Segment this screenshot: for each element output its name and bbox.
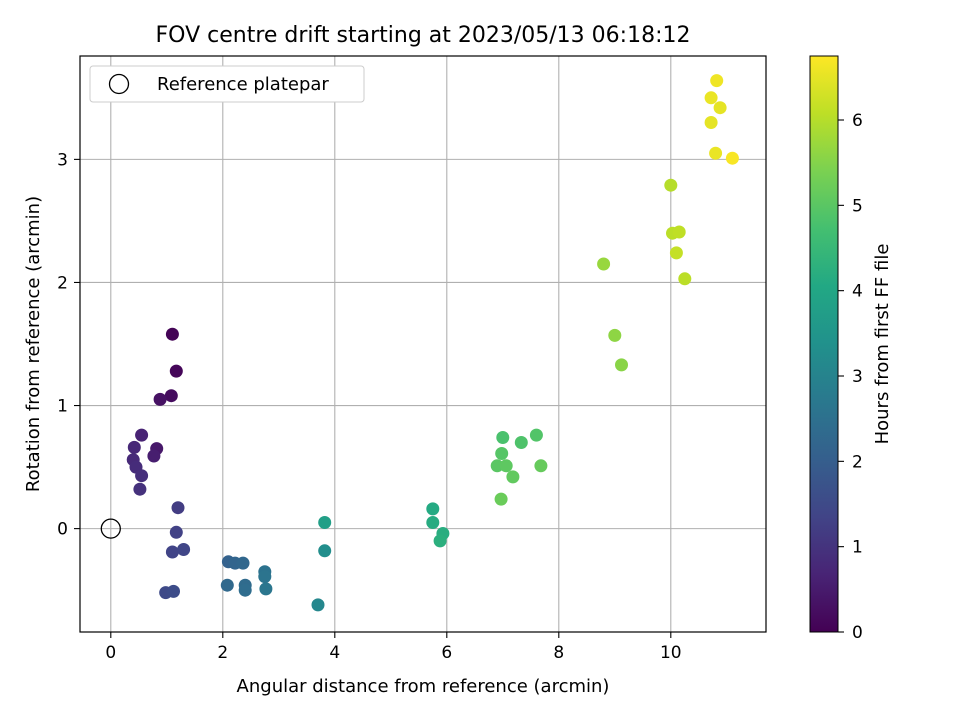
data-points bbox=[126, 74, 739, 612]
data-point bbox=[678, 272, 692, 286]
colorbar: 0 1 2 3 4 5 6 Hours from first FF file bbox=[809, 55, 893, 643]
x-axis-ticks: 0 2 4 6 8 10 bbox=[105, 632, 682, 663]
data-point bbox=[529, 428, 543, 442]
data-point bbox=[597, 257, 611, 271]
y-tick-label: 0 bbox=[57, 520, 68, 540]
data-point bbox=[725, 151, 739, 165]
data-point bbox=[433, 534, 447, 548]
colorbar-tick-label: 5 bbox=[852, 196, 863, 216]
data-point bbox=[259, 582, 273, 596]
data-point bbox=[169, 364, 183, 378]
data-point bbox=[534, 459, 548, 473]
x-tick-label: 10 bbox=[660, 643, 682, 663]
data-point bbox=[220, 578, 234, 592]
colorbar-ticks: 0 1 2 3 4 5 6 bbox=[838, 111, 863, 643]
colorbar-tick-label: 1 bbox=[852, 538, 863, 558]
data-point bbox=[169, 525, 183, 539]
data-point bbox=[133, 482, 147, 496]
x-tick-label: 4 bbox=[329, 643, 340, 663]
grid-lines bbox=[80, 56, 766, 632]
data-point bbox=[426, 516, 440, 529]
data-point bbox=[615, 358, 628, 372]
legend-box bbox=[89, 65, 365, 103]
y-axis-ticks: 0 1 2 3 bbox=[57, 150, 80, 540]
colorbar-tick-label: 0 bbox=[852, 623, 863, 643]
x-axis-label: Angular distance from reference (arcmin) bbox=[237, 676, 610, 697]
colorbar-tick-label: 6 bbox=[852, 111, 863, 131]
data-point bbox=[704, 91, 718, 105]
legend: Reference platepar bbox=[89, 65, 365, 103]
data-point bbox=[311, 598, 325, 612]
colorbar-gradient bbox=[809, 55, 839, 633]
data-point bbox=[167, 584, 180, 598]
colorbar-label: Hours from first FF file bbox=[872, 244, 893, 445]
x-tick-label: 0 bbox=[105, 643, 116, 663]
data-point bbox=[514, 436, 528, 449]
y-tick-label: 2 bbox=[57, 273, 68, 293]
legend-label: Reference platepar bbox=[157, 74, 329, 95]
legend-marker bbox=[108, 73, 130, 95]
data-point bbox=[127, 440, 141, 454]
data-point bbox=[496, 431, 510, 444]
data-point bbox=[709, 146, 723, 160]
data-point bbox=[236, 556, 250, 570]
y-tick-label: 1 bbox=[57, 397, 68, 417]
data-point bbox=[664, 178, 678, 192]
reference-platepar-marker bbox=[100, 518, 121, 539]
data-point bbox=[608, 328, 622, 342]
data-point bbox=[318, 544, 332, 558]
x-tick-label: 8 bbox=[553, 643, 564, 663]
x-tick-label: 6 bbox=[441, 643, 452, 663]
data-point bbox=[710, 74, 724, 88]
data-point bbox=[153, 392, 167, 406]
data-point bbox=[499, 459, 513, 473]
data-point bbox=[494, 492, 508, 506]
data-point bbox=[318, 516, 332, 529]
data-point bbox=[258, 570, 272, 584]
data-point bbox=[238, 583, 252, 597]
data-point bbox=[171, 501, 185, 515]
plot-frame bbox=[79, 55, 767, 633]
data-point bbox=[165, 545, 179, 559]
chart-title: FOV centre drift starting at 2023/05/13 … bbox=[156, 23, 691, 48]
y-tick-label: 3 bbox=[57, 150, 68, 170]
data-point bbox=[495, 447, 509, 460]
data-point bbox=[669, 246, 683, 260]
reference-marker-layer bbox=[100, 518, 121, 539]
data-point bbox=[490, 459, 504, 473]
data-point bbox=[672, 225, 686, 239]
data-point bbox=[506, 470, 520, 484]
colorbar-tick-label: 2 bbox=[852, 452, 863, 472]
colorbar-tick-label: 4 bbox=[852, 282, 863, 302]
x-tick-label: 2 bbox=[217, 643, 228, 663]
data-point bbox=[164, 389, 178, 403]
data-point bbox=[165, 327, 179, 341]
data-point bbox=[135, 469, 149, 483]
data-point bbox=[426, 502, 440, 516]
colorbar-tick-label: 3 bbox=[852, 367, 863, 387]
data-point bbox=[147, 449, 161, 463]
y-axis-label: Rotation from reference (arcmin) bbox=[23, 196, 44, 492]
data-point bbox=[704, 116, 718, 129]
data-point bbox=[135, 428, 149, 442]
data-point bbox=[713, 101, 727, 115]
data-point bbox=[177, 543, 191, 556]
